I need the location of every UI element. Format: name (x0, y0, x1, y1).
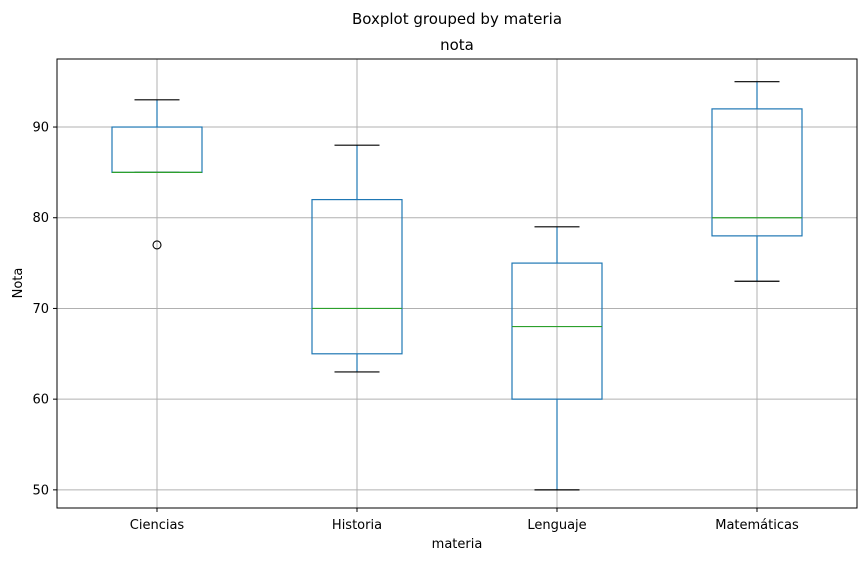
y-tick-label: 90 (32, 121, 49, 136)
x-axis-label: materia (432, 537, 483, 552)
y-tick-label: 80 (32, 211, 49, 226)
x-tick-label: Lenguaje (527, 518, 586, 533)
y-axis-ticks: 50 60 70 80 90 (32, 121, 57, 498)
y-tick-label: 70 (32, 302, 49, 317)
x-axis-ticks: Ciencias Historia Lenguaje Matemáticas (130, 508, 799, 533)
y-tick-label: 50 (32, 483, 49, 498)
iqr-box (511, 262, 603, 400)
y-tick-label: 60 (32, 393, 49, 408)
x-tick-label: Ciencias (130, 518, 185, 533)
outlier-point (152, 240, 162, 250)
iqr-box (311, 198, 403, 355)
x-tick-label: Matemáticas (715, 518, 799, 533)
x-tick-label: Historia (332, 518, 382, 533)
plot-frame (56, 58, 858, 509)
chart-suptitle: Boxplot grouped by materia (352, 10, 562, 28)
boxes (111, 81, 803, 491)
iqr-box (711, 108, 803, 237)
grid (57, 59, 857, 508)
chart-title: nota (440, 36, 474, 54)
y-axis-label: Nota (11, 268, 26, 299)
